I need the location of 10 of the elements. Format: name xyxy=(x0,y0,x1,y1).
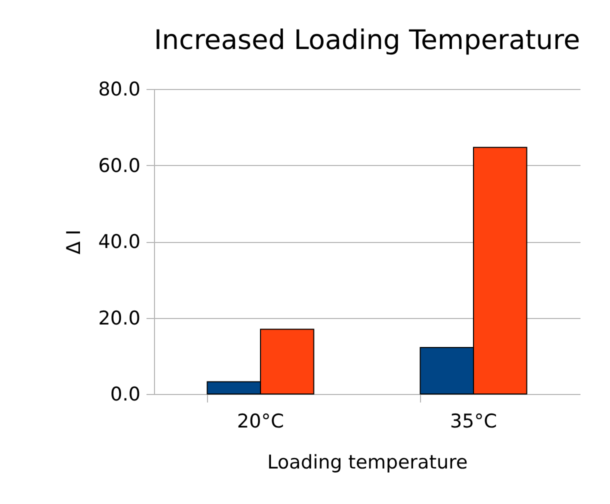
y-axis-title: Δ I xyxy=(63,230,86,254)
x-tick-label: 20°C xyxy=(237,410,284,432)
y-tick-label: 60.0 xyxy=(98,154,140,177)
y-tick-label: 40.0 xyxy=(98,231,140,253)
y-tick-label: 80.0 xyxy=(98,78,140,100)
y-tick-label: 20.0 xyxy=(98,307,140,330)
chart-title: Increased Loading Temperature xyxy=(154,25,580,56)
x-tick-label: 35°C xyxy=(450,410,497,432)
x-axis-title: Loading temperature xyxy=(267,452,468,474)
y-tick-label: 0.0 xyxy=(110,384,140,406)
